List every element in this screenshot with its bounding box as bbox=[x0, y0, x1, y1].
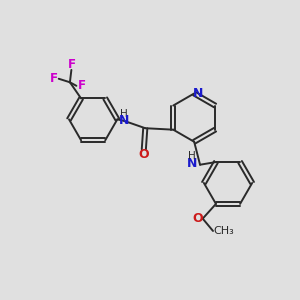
Text: O: O bbox=[192, 212, 203, 225]
Text: O: O bbox=[139, 148, 149, 161]
Text: CH₃: CH₃ bbox=[213, 226, 234, 236]
Text: N: N bbox=[119, 114, 129, 127]
Text: F: F bbox=[68, 58, 75, 71]
Text: H: H bbox=[188, 152, 196, 161]
Text: N: N bbox=[187, 157, 197, 170]
Text: F: F bbox=[78, 79, 86, 92]
Text: F: F bbox=[50, 72, 58, 85]
Text: N: N bbox=[193, 87, 203, 100]
Text: H: H bbox=[120, 110, 128, 119]
